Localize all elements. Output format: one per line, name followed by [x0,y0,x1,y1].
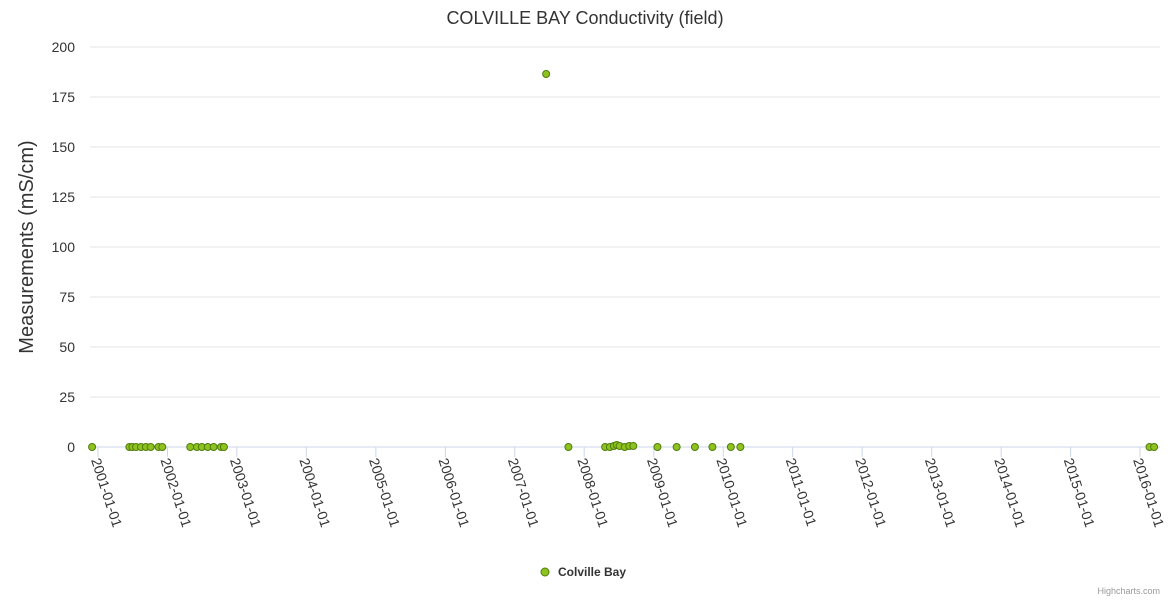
data-point[interactable] [146,443,155,451]
x-tick-label: 2010-01-01 [713,456,750,529]
data-point[interactable] [653,443,662,451]
x-tick-label: 2002-01-01 [158,456,195,529]
x-tick-label: 2011-01-01 [783,456,820,528]
x-tick-label: 2005-01-01 [366,456,403,529]
x-tick-label: 2013-01-01 [922,456,959,529]
legend-marker [540,567,550,577]
y-axis-label: Measurements (mS/cm) [16,140,38,353]
data-point[interactable] [690,443,699,451]
x-tick-label: 2007-01-01 [505,456,542,529]
gridlines [90,46,1160,398]
legend-item-colville-bay[interactable]: Colville Bay [558,565,626,579]
legend[interactable]: Colville Bay [540,565,626,579]
x-tick-label: 2004-01-01 [296,456,333,529]
y-tick-label: 175 [52,89,76,105]
y-tick-label: 150 [52,139,76,155]
x-tick-label: 2001-01-01 [88,456,125,529]
data-point[interactable] [158,443,167,451]
data-point[interactable] [209,443,218,451]
x-tick-label: 2003-01-01 [227,456,264,529]
chart-title: COLVILLE BAY Conductivity (field) [446,8,723,28]
x-tick-label: 2008-01-01 [574,456,611,529]
x-tick-label: 2006-01-01 [435,456,472,529]
y-tick-label: 50 [59,339,75,355]
data-points [88,70,1159,451]
data-point[interactable] [542,70,551,78]
data-point[interactable] [708,443,717,451]
x-tick-label: 2012-01-01 [852,456,889,529]
data-point[interactable] [186,443,195,451]
data-point[interactable] [726,443,735,451]
x-tick-label: 2016-01-01 [1130,456,1167,529]
x-tick-label: 2014-01-01 [991,456,1028,529]
y-tick-label: 75 [59,289,75,305]
chart-credit[interactable]: Highcharts.com [1097,586,1160,596]
x-tick-label: 2009-01-01 [644,456,681,529]
y-axis-ticks: 0 25 50 75 100 125 150 175 200 [52,39,76,455]
y-tick-label: 0 [67,439,75,455]
data-point[interactable] [672,443,681,451]
data-point[interactable] [629,442,638,450]
data-point[interactable] [219,443,228,451]
y-tick-label: 25 [59,389,75,405]
data-point[interactable] [88,443,97,451]
data-point[interactable] [564,443,573,451]
data-point[interactable] [1150,443,1159,451]
data-point[interactable] [736,443,745,451]
y-tick-label: 200 [52,39,76,55]
y-tick-label: 100 [52,239,76,255]
x-axis: 2001-01-01 2002-01-01 2003-01-01 2004-01-01… [88,446,1168,529]
x-tick-label: 2015-01-01 [1061,456,1098,529]
y-tick-label: 125 [52,189,76,205]
